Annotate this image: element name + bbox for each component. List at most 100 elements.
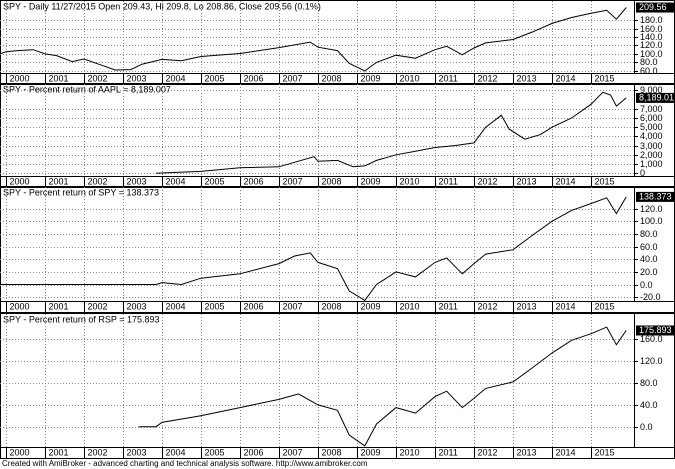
- x-tick-label: 2004: [166, 447, 186, 457]
- x-tick-label: 2000: [10, 447, 30, 457]
- last-value-box: [636, 191, 674, 202]
- y-tick-label: 20.0: [640, 267, 658, 277]
- x-tick-label: 2006: [244, 301, 264, 311]
- footer: Created with AmiBroker - advanced charti…: [2, 459, 368, 468]
- x-tick-label: 2002: [88, 176, 108, 186]
- price-line: [156, 91, 627, 174]
- y-tick-label: 7,000: [640, 104, 663, 114]
- x-tick-label: 2008: [322, 176, 342, 186]
- y-tick-label: 0.0: [640, 280, 653, 290]
- x-tick-label: 2014: [556, 73, 576, 83]
- x-tick-label: 2013: [517, 301, 537, 311]
- x-tick-label: 2008: [322, 447, 342, 457]
- x-tick-label: 2002: [88, 447, 108, 457]
- x-tick-label: 2011: [439, 447, 458, 457]
- x-tick-label: 2003: [127, 176, 147, 186]
- y-tick-label: 40.0: [640, 400, 658, 410]
- last-value-label: 209.56: [639, 2, 667, 12]
- price-line: [0, 196, 627, 302]
- x-tick-label: 2010: [400, 447, 420, 457]
- last-value-label: 175.893: [639, 325, 672, 335]
- x-tick-label: 2008: [322, 301, 342, 311]
- y-tick-label: -20.0: [640, 292, 661, 302]
- x-tick-label: 2004: [166, 301, 186, 311]
- last-value-label: 8,189.01: [639, 92, 674, 102]
- last-value-label: 138.373: [639, 191, 672, 201]
- y-tick-label: 80.0: [640, 378, 658, 388]
- x-tick-label: 2012: [478, 73, 498, 83]
- x-tick-label: 2007: [283, 176, 303, 186]
- last-value-box: [636, 325, 674, 336]
- y-tick-label: 5,000: [640, 122, 663, 132]
- x-tick-label: 2005: [205, 301, 225, 311]
- x-tick-label: 2010: [400, 301, 420, 311]
- x-tick-label: 2012: [478, 447, 498, 457]
- y-tick-label: 60.0: [640, 242, 658, 252]
- x-tick-label: 2001: [49, 176, 69, 186]
- price-line: [138, 326, 627, 447]
- x-tick-label: 2005: [205, 73, 225, 83]
- x-tick-label: 2003: [127, 301, 147, 311]
- y-tick-label: 0.0: [640, 422, 653, 432]
- x-tick-label: 2007: [283, 447, 303, 457]
- y-tick-label: 4,000: [640, 131, 663, 141]
- y-tick-label: 60.0: [640, 66, 658, 76]
- x-tick-label: 2000: [10, 73, 30, 83]
- x-tick-label: 2011: [439, 301, 458, 311]
- x-tick-label: 2002: [88, 301, 108, 311]
- x-tick-label: 2014: [556, 447, 576, 457]
- price-line: [0, 7, 627, 72]
- y-tick-label: 2,000: [640, 150, 663, 160]
- x-tick-label: 2011: [439, 176, 458, 186]
- x-tick-label: 2015: [595, 447, 615, 457]
- x-tick-label: 2006: [244, 176, 264, 186]
- y-tick-label: 160.0: [640, 334, 663, 344]
- x-tick-label: 2004: [166, 176, 186, 186]
- x-tick-label: 2014: [556, 301, 576, 311]
- x-tick-label: 2013: [517, 73, 537, 83]
- x-tick-label: 2001: [49, 447, 69, 457]
- pane-title: SPY - Percent return of AAPL = 8,189.007: [3, 84, 171, 94]
- x-tick-label: 2003: [127, 73, 147, 83]
- x-tick-label: 2004: [166, 73, 186, 83]
- x-tick-label: 2014: [556, 176, 576, 186]
- x-tick-label: 2013: [517, 447, 537, 457]
- x-tick-label: 2006: [244, 73, 264, 83]
- x-tick-label: 2003: [127, 447, 147, 457]
- x-tick-label: 2007: [283, 301, 303, 311]
- x-tick-label: 2006: [244, 447, 264, 457]
- x-tick-label: 2005: [205, 176, 225, 186]
- y-tick-label: 120.0: [640, 356, 663, 366]
- y-tick-label: 100.0: [640, 216, 663, 226]
- x-tick-label: 2002: [88, 73, 108, 83]
- x-tick-label: 2015: [595, 176, 615, 186]
- last-value-box: [636, 2, 674, 13]
- y-tick-label: 100.0: [640, 49, 663, 59]
- y-tick-label: 140.0: [640, 32, 663, 42]
- y-tick-label: 160.0: [640, 24, 663, 34]
- y-tick-label: 120.0: [640, 40, 663, 50]
- last-value-box: [636, 92, 674, 103]
- x-tick-label: 2010: [400, 176, 420, 186]
- x-tick-label: 2008: [322, 73, 342, 83]
- x-tick-label: 2000: [10, 301, 30, 311]
- x-tick-label: 2009: [361, 73, 381, 83]
- x-tick-label: 2013: [517, 176, 537, 186]
- y-tick-label: 0: [640, 168, 645, 178]
- x-tick-label: 2009: [361, 301, 381, 311]
- x-tick-label: 2009: [361, 176, 381, 186]
- y-tick-label: 1,000: [640, 159, 663, 169]
- x-tick-label: 2011: [439, 73, 458, 83]
- y-tick-label: 80.0: [640, 229, 658, 239]
- y-tick-label: 9,000: [640, 85, 663, 95]
- x-tick-label: 2012: [478, 176, 498, 186]
- x-tick-label: 2001: [49, 301, 69, 311]
- x-tick-label: 2015: [595, 73, 615, 83]
- x-tick-label: 2007: [283, 73, 303, 83]
- y-tick-label: 80.0: [640, 57, 658, 67]
- x-tick-label: 2012: [478, 301, 498, 311]
- x-tick-label: 2001: [49, 73, 69, 83]
- x-tick-label: 2010: [400, 73, 420, 83]
- pane-title: SPY - Daily 11/27/2015 Open 209.43, Hi 2…: [3, 1, 321, 11]
